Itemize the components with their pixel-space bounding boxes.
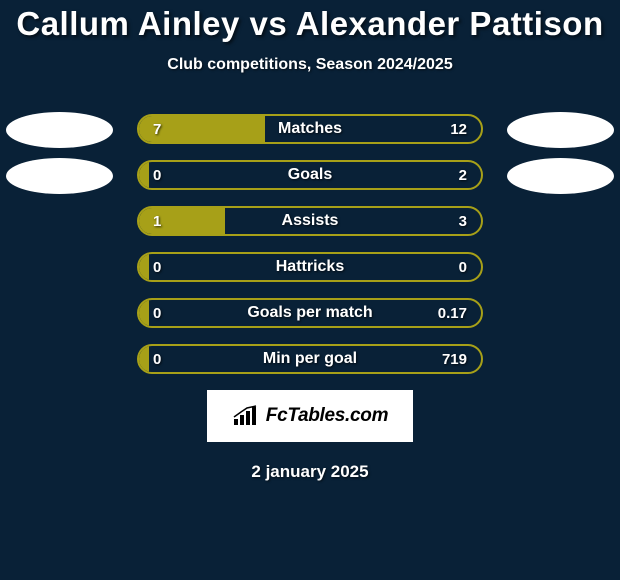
stat-right-value: 12 [450,116,467,142]
player-right-avatar-2 [507,158,614,194]
stat-row: 0 Min per goal 719 [137,344,483,374]
stat-row: 1 Assists 3 [137,206,483,236]
subtitle: Club competitions, Season 2024/2025 [0,56,620,74]
stat-label: Goals [139,162,481,188]
stat-right-value: 2 [459,162,467,188]
date: 2 january 2025 [0,462,620,482]
stat-right-value: 0 [459,254,467,280]
stat-bars: 7 Matches 12 0 Goals 2 1 Assists 3 0 Hat… [137,114,483,374]
stat-label: Assists [139,208,481,234]
stat-right-value: 0.17 [438,300,467,326]
player-right-avatar-1 [507,112,614,148]
chart-icon [232,405,260,427]
stat-label: Hattricks [139,254,481,280]
player-left-avatar-1 [6,112,113,148]
page-title: Callum Ainley vs Alexander Pattison [0,6,620,42]
stat-right-value: 3 [459,208,467,234]
stat-row: 7 Matches 12 [137,114,483,144]
logo-box: FcTables.com [207,390,413,442]
stat-label: Min per goal [139,346,481,372]
stat-row: 0 Hattricks 0 [137,252,483,282]
stat-row: 0 Goals per match 0.17 [137,298,483,328]
player-left-avatar-2 [6,158,113,194]
stat-row: 0 Goals 2 [137,160,483,190]
chart-area: 7 Matches 12 0 Goals 2 1 Assists 3 0 Hat… [0,114,620,482]
stat-label: Matches [139,116,481,142]
stat-right-value: 719 [442,346,467,372]
comparison-infographic: Callum Ainley vs Alexander Pattison Club… [0,0,620,580]
stat-label: Goals per match [139,300,481,326]
logo-text: FcTables.com [266,405,388,427]
